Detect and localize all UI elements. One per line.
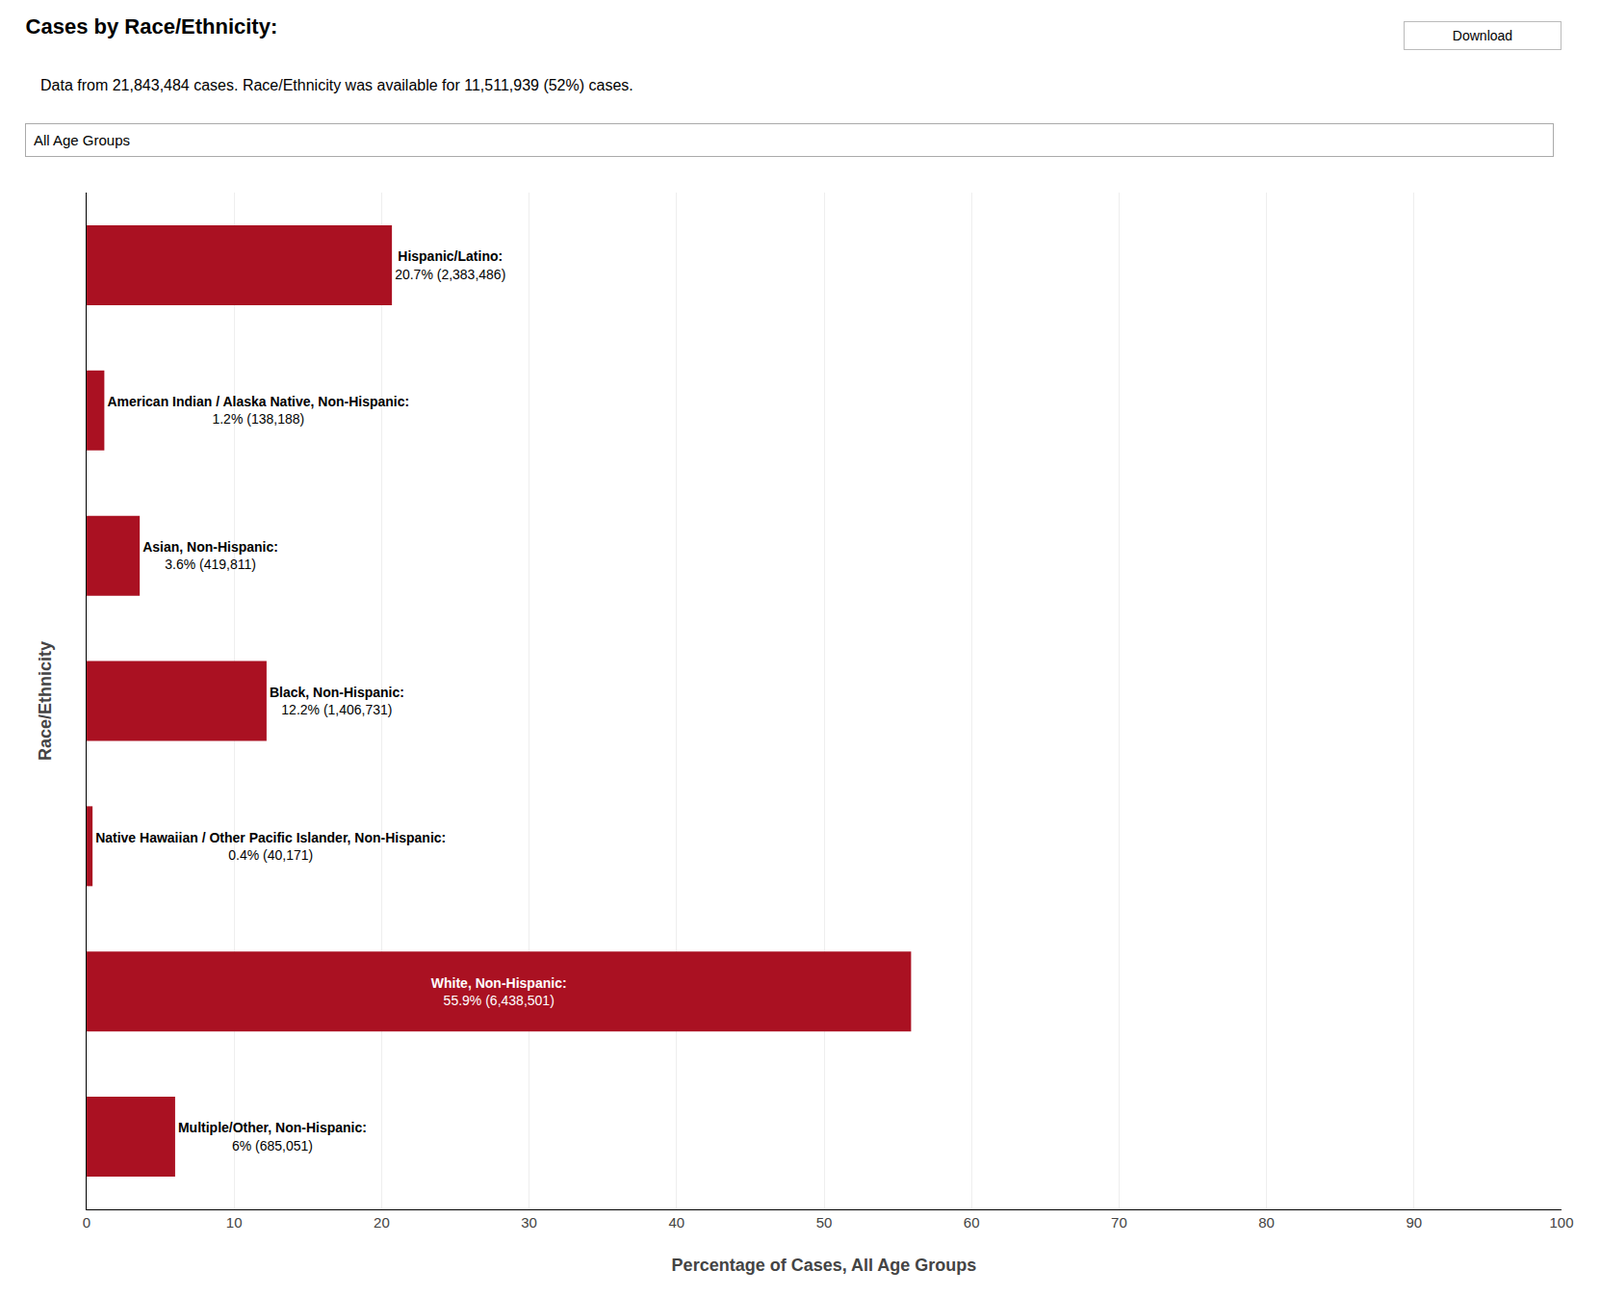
svg-text:30: 30 <box>520 1213 538 1231</box>
svg-text:50: 50 <box>816 1213 833 1231</box>
svg-text:Percentage of Cases, All Age G: Percentage of Cases, All Age Groups <box>671 1255 978 1275</box>
svg-text:40: 40 <box>668 1213 685 1231</box>
svg-text:60: 60 <box>963 1213 981 1231</box>
svg-text:Asian, Non-Hispanic:3.6% (419,: Asian, Non-Hispanic:3.6% (419,811) <box>142 539 279 572</box>
svg-text:American Indian / Alaska Nativ: American Indian / Alaska Native, Non-His… <box>106 393 410 427</box>
svg-text:20: 20 <box>373 1213 390 1231</box>
svg-text:0: 0 <box>82 1213 91 1231</box>
svg-text:80: 80 <box>1258 1213 1275 1231</box>
svg-text:100: 100 <box>1548 1213 1574 1231</box>
svg-text:White, Non-Hispanic:55.9% (6,4: White, Non-Hispanic:55.9% (6,438,501) <box>431 975 568 1008</box>
svg-text:10: 10 <box>226 1213 243 1231</box>
svg-text:70: 70 <box>1110 1213 1128 1231</box>
svg-text:90: 90 <box>1405 1213 1422 1231</box>
svg-text:Black, Non-Hispanic:12.2% (1,4: Black, Non-Hispanic:12.2% (1,406,731) <box>269 684 405 718</box>
svg-text:Native Hawaiian / Other Pacifi: Native Hawaiian / Other Pacific Islander… <box>95 829 446 863</box>
svg-text:Download: Download <box>1452 27 1513 44</box>
svg-text:Race/Ethnicity: Race/Ethnicity <box>35 641 55 761</box>
svg-text:Hispanic/Latino:20.7% (2,383,4: Hispanic/Latino:20.7% (2,383,486) <box>394 248 506 282</box>
svg-text:Data from 21,843,484 cases. Ra: Data from 21,843,484 cases. Race/Ethnici… <box>40 77 634 94</box>
svg-text:All Age Groups: All Age Groups <box>33 131 130 149</box>
svg-text:Cases by Race/Ethnicity:: Cases by Race/Ethnicity: <box>25 14 279 39</box>
svg-text:Multiple/Other, Non-Hispanic:6: Multiple/Other, Non-Hispanic:6% (685,051… <box>178 1119 367 1153</box>
